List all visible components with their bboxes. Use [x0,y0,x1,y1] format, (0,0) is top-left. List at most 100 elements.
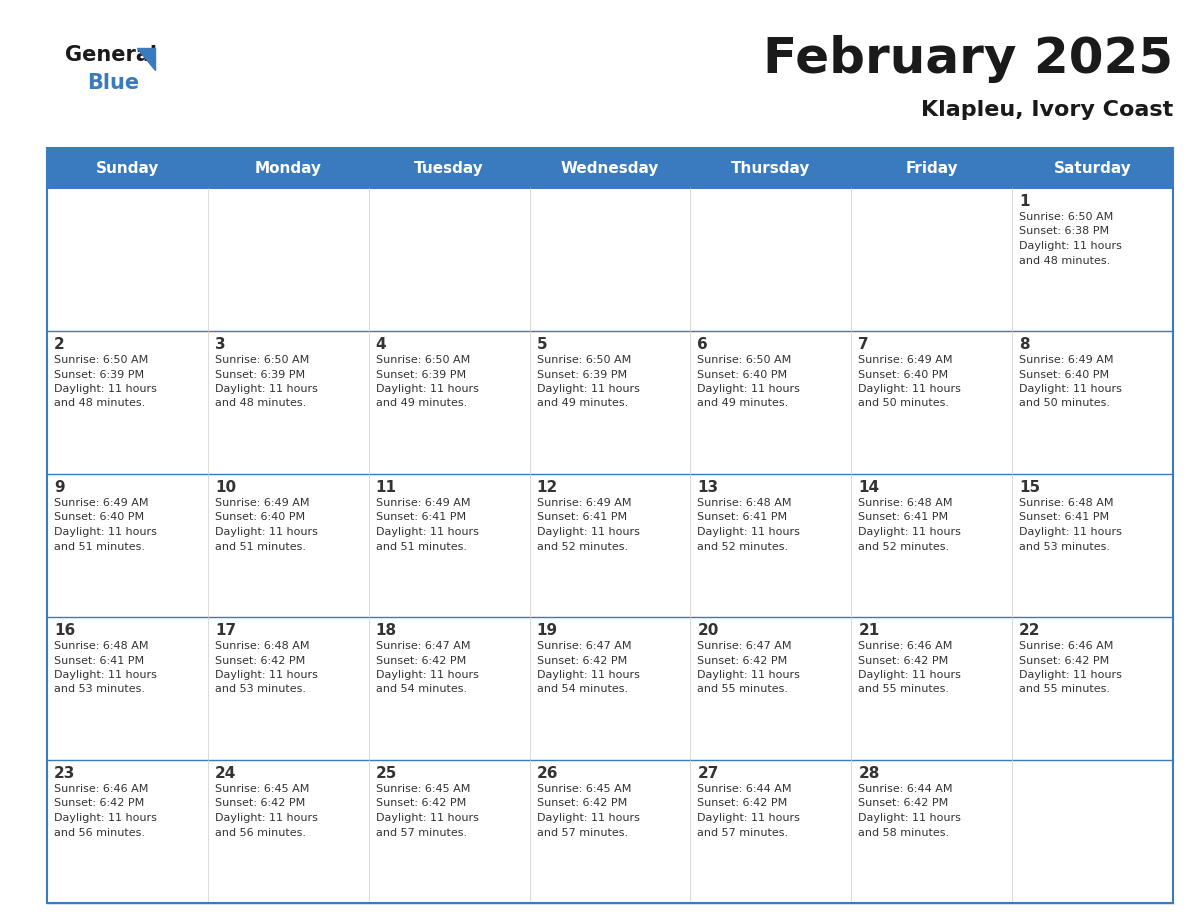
Text: Monday: Monday [254,161,322,175]
Text: and 55 minutes.: and 55 minutes. [697,685,789,695]
FancyBboxPatch shape [368,474,530,617]
Text: Sunrise: 6:45 AM: Sunrise: 6:45 AM [537,784,631,794]
Text: 25: 25 [375,766,397,781]
Text: Sunset: 6:39 PM: Sunset: 6:39 PM [215,370,305,379]
Text: and 57 minutes.: and 57 minutes. [537,827,627,837]
Text: Sunset: 6:42 PM: Sunset: 6:42 PM [375,655,466,666]
Text: Sunset: 6:38 PM: Sunset: 6:38 PM [1019,227,1110,237]
Text: Sunset: 6:42 PM: Sunset: 6:42 PM [537,799,627,809]
Text: Daylight: 11 hours: Daylight: 11 hours [53,527,157,537]
Text: Sunset: 6:41 PM: Sunset: 6:41 PM [53,655,144,666]
FancyBboxPatch shape [1012,760,1173,903]
Text: Daylight: 11 hours: Daylight: 11 hours [1019,241,1121,251]
Text: Sunset: 6:39 PM: Sunset: 6:39 PM [53,370,144,379]
Text: Saturday: Saturday [1054,161,1131,175]
FancyBboxPatch shape [208,188,368,331]
Text: Sunset: 6:41 PM: Sunset: 6:41 PM [537,512,627,522]
Text: 27: 27 [697,766,719,781]
Text: Daylight: 11 hours: Daylight: 11 hours [375,813,479,823]
Text: Sunrise: 6:49 AM: Sunrise: 6:49 AM [215,498,309,508]
FancyBboxPatch shape [852,760,1012,903]
Text: and 50 minutes.: and 50 minutes. [858,398,949,409]
Text: Blue: Blue [87,73,139,93]
FancyBboxPatch shape [368,617,530,760]
FancyBboxPatch shape [690,188,852,331]
Text: Sunset: 6:42 PM: Sunset: 6:42 PM [215,655,305,666]
Text: Sunset: 6:42 PM: Sunset: 6:42 PM [375,799,466,809]
Text: and 48 minutes.: and 48 minutes. [215,398,307,409]
Text: and 51 minutes.: and 51 minutes. [215,542,305,552]
Text: Sunset: 6:40 PM: Sunset: 6:40 PM [1019,370,1110,379]
Text: Sunrise: 6:44 AM: Sunrise: 6:44 AM [697,784,792,794]
Text: Sunset: 6:40 PM: Sunset: 6:40 PM [53,512,144,522]
Text: and 51 minutes.: and 51 minutes. [375,542,467,552]
Text: Sunrise: 6:47 AM: Sunrise: 6:47 AM [375,641,470,651]
Text: Sunrise: 6:50 AM: Sunrise: 6:50 AM [215,355,309,365]
Text: Sunrise: 6:50 AM: Sunrise: 6:50 AM [53,355,148,365]
Text: Sunrise: 6:49 AM: Sunrise: 6:49 AM [53,498,148,508]
FancyBboxPatch shape [48,474,208,617]
FancyBboxPatch shape [690,474,852,617]
Text: Sunrise: 6:48 AM: Sunrise: 6:48 AM [697,498,792,508]
Text: Sunrise: 6:47 AM: Sunrise: 6:47 AM [697,641,792,651]
FancyBboxPatch shape [48,331,208,474]
Text: and 56 minutes.: and 56 minutes. [215,827,305,837]
Text: Sunrise: 6:46 AM: Sunrise: 6:46 AM [1019,641,1113,651]
Text: Sunset: 6:41 PM: Sunset: 6:41 PM [375,512,466,522]
Text: and 53 minutes.: and 53 minutes. [215,685,305,695]
Text: and 48 minutes.: and 48 minutes. [53,398,145,409]
Text: and 49 minutes.: and 49 minutes. [697,398,789,409]
FancyBboxPatch shape [368,760,530,903]
Text: Daylight: 11 hours: Daylight: 11 hours [697,527,801,537]
Text: Sunrise: 6:50 AM: Sunrise: 6:50 AM [375,355,470,365]
Text: Sunrise: 6:46 AM: Sunrise: 6:46 AM [53,784,148,794]
Text: Daylight: 11 hours: Daylight: 11 hours [858,527,961,537]
Text: and 55 minutes.: and 55 minutes. [1019,685,1110,695]
Text: Daylight: 11 hours: Daylight: 11 hours [53,384,157,394]
FancyBboxPatch shape [530,188,690,331]
Text: 19: 19 [537,623,557,638]
Text: General: General [65,45,157,65]
Text: Sunset: 6:42 PM: Sunset: 6:42 PM [215,799,305,809]
Text: Sunset: 6:40 PM: Sunset: 6:40 PM [858,370,948,379]
Text: Daylight: 11 hours: Daylight: 11 hours [697,384,801,394]
Text: 26: 26 [537,766,558,781]
Text: Sunrise: 6:48 AM: Sunrise: 6:48 AM [215,641,309,651]
Text: and 53 minutes.: and 53 minutes. [1019,542,1110,552]
Text: and 54 minutes.: and 54 minutes. [375,685,467,695]
Text: Daylight: 11 hours: Daylight: 11 hours [697,813,801,823]
Text: and 55 minutes.: and 55 minutes. [858,685,949,695]
FancyBboxPatch shape [530,617,690,760]
Text: Sunset: 6:41 PM: Sunset: 6:41 PM [858,512,948,522]
Text: Daylight: 11 hours: Daylight: 11 hours [1019,527,1121,537]
Text: Sunset: 6:42 PM: Sunset: 6:42 PM [858,799,948,809]
FancyBboxPatch shape [208,474,368,617]
Text: 13: 13 [697,480,719,495]
FancyBboxPatch shape [208,617,368,760]
Text: Sunrise: 6:50 AM: Sunrise: 6:50 AM [1019,212,1113,222]
Polygon shape [137,48,154,70]
FancyBboxPatch shape [530,331,690,474]
Text: Wednesday: Wednesday [561,161,659,175]
Text: Sunset: 6:42 PM: Sunset: 6:42 PM [697,655,788,666]
FancyBboxPatch shape [1012,188,1173,331]
Text: Thursday: Thursday [731,161,810,175]
Text: 9: 9 [53,480,64,495]
Text: Daylight: 11 hours: Daylight: 11 hours [53,813,157,823]
Text: 8: 8 [1019,337,1030,352]
FancyBboxPatch shape [48,188,208,331]
Text: and 57 minutes.: and 57 minutes. [697,827,789,837]
Text: and 52 minutes.: and 52 minutes. [858,542,949,552]
FancyBboxPatch shape [690,617,852,760]
Text: 28: 28 [858,766,879,781]
Text: and 52 minutes.: and 52 minutes. [537,542,627,552]
Text: Daylight: 11 hours: Daylight: 11 hours [375,670,479,680]
Text: February 2025: February 2025 [763,35,1173,83]
Text: Daylight: 11 hours: Daylight: 11 hours [53,670,157,680]
Text: Sunset: 6:42 PM: Sunset: 6:42 PM [858,655,948,666]
Text: Daylight: 11 hours: Daylight: 11 hours [858,670,961,680]
Text: and 50 minutes.: and 50 minutes. [1019,398,1110,409]
FancyBboxPatch shape [530,474,690,617]
FancyBboxPatch shape [690,760,852,903]
Text: Daylight: 11 hours: Daylight: 11 hours [1019,670,1121,680]
